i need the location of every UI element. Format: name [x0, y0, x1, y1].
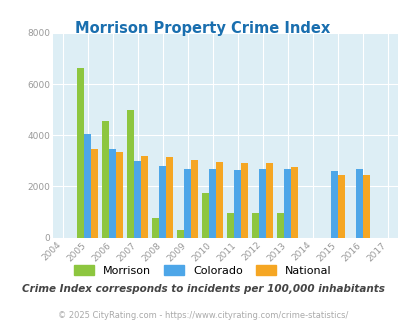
Bar [234, 170, 241, 238]
Bar [166, 157, 173, 238]
Bar [209, 169, 216, 238]
Legend: Morrison, Colorado, National: Morrison, Colorado, National [70, 261, 335, 279]
Text: © 2025 CityRating.com - https://www.cityrating.com/crime-statistics/: © 2025 CityRating.com - https://www.city… [58, 312, 347, 320]
Bar [216, 162, 223, 238]
Bar [91, 149, 98, 238]
Bar [252, 213, 259, 238]
Bar [77, 68, 84, 238]
Bar [84, 134, 91, 238]
Bar [266, 163, 273, 238]
Bar [284, 169, 291, 238]
Bar [191, 160, 198, 238]
Bar [277, 213, 283, 238]
Bar [337, 175, 344, 238]
Bar [159, 166, 166, 238]
Bar [355, 169, 362, 238]
Bar [259, 169, 266, 238]
Bar [152, 218, 159, 238]
Bar [141, 156, 148, 238]
Bar [291, 167, 298, 238]
Bar [177, 230, 184, 238]
Bar [127, 110, 134, 238]
Bar [202, 193, 209, 238]
Bar [227, 213, 234, 238]
Text: Crime Index corresponds to incidents per 100,000 inhabitants: Crime Index corresponds to incidents per… [21, 284, 384, 294]
Bar [184, 169, 191, 238]
Bar [134, 161, 141, 238]
Bar [330, 171, 337, 238]
Text: Morrison Property Crime Index: Morrison Property Crime Index [75, 21, 330, 36]
Bar [109, 149, 116, 238]
Bar [362, 175, 369, 238]
Bar [102, 121, 109, 238]
Bar [116, 152, 123, 238]
Bar [241, 163, 248, 238]
